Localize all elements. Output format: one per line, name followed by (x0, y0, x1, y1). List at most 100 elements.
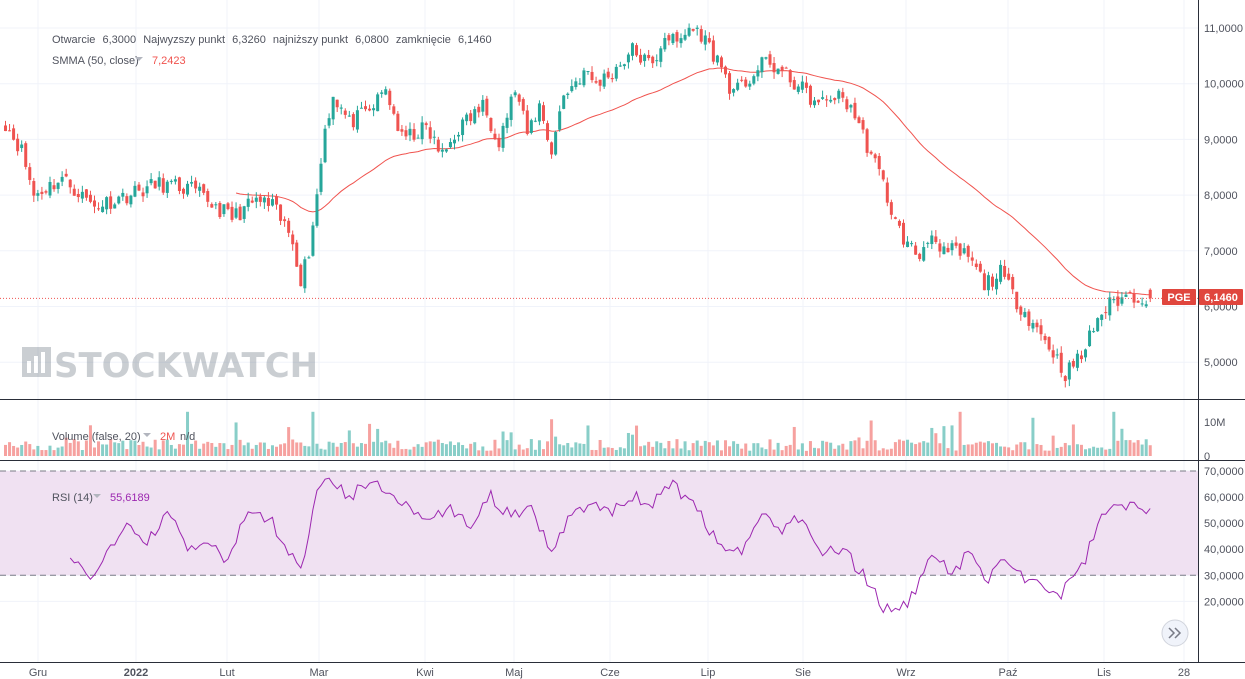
candle (97, 208, 101, 210)
volume-bar (602, 447, 606, 456)
volume-bar (295, 442, 299, 456)
candle (469, 113, 473, 122)
candle (214, 204, 218, 206)
volume-bar (412, 446, 416, 456)
volume-bar (497, 448, 501, 456)
volume-bar (218, 443, 222, 456)
candle (663, 37, 667, 50)
candle (578, 83, 582, 85)
candle (1031, 323, 1035, 329)
candle (901, 222, 905, 245)
volume-bar (1059, 446, 1063, 456)
candle (703, 35, 707, 45)
volume-bar (918, 442, 922, 456)
volume-bar (728, 446, 732, 456)
volume-bar (1035, 444, 1039, 456)
volume-bar (12, 445, 16, 456)
candle (606, 71, 610, 78)
volume-bar (64, 437, 68, 456)
volume-bar (1144, 439, 1148, 456)
volume-bar (109, 439, 113, 456)
candle (416, 137, 420, 139)
volume-bar (655, 441, 659, 456)
volume-bar (974, 442, 978, 456)
volume-bar (436, 439, 440, 456)
volume-bar (578, 443, 582, 456)
smma-legend[interactable]: SMMA (50, close) 7,2423 (52, 55, 186, 67)
candle (982, 273, 986, 291)
volume-bar (359, 443, 363, 456)
volume-bar (88, 425, 92, 456)
volume-bar (137, 445, 141, 456)
volume-bar (699, 445, 703, 456)
candle (1120, 297, 1124, 304)
volume-tick-label: 10M (1204, 417, 1225, 429)
axes (0, 0, 1245, 663)
volume-bar (161, 440, 165, 456)
price-tick-label: 7,0000 (1204, 246, 1238, 258)
candle (275, 196, 279, 205)
candle (400, 129, 404, 132)
volume-bar (36, 445, 40, 456)
volume-bar (756, 443, 760, 456)
chevron-down-icon[interactable] (143, 433, 151, 437)
volume-bar (408, 449, 412, 456)
chevron-down-icon[interactable] (135, 57, 143, 61)
candle (84, 189, 88, 198)
last-price-badge-text: 6,1460 (1204, 292, 1238, 304)
volume-bar (222, 443, 226, 456)
volume-bar (926, 442, 930, 456)
candle (546, 123, 550, 140)
volume-bar (258, 442, 262, 456)
legend-high-value: 6,3260 (232, 34, 266, 46)
candle (493, 133, 497, 140)
candle (169, 180, 173, 182)
candle (558, 111, 562, 130)
candle (566, 93, 570, 96)
volume-bar (995, 442, 999, 456)
candle (177, 177, 181, 192)
candle (186, 183, 190, 195)
volume-bar (323, 449, 327, 456)
volume-bar (40, 450, 44, 456)
watermark-logo-bar (34, 356, 38, 373)
candle (283, 219, 287, 222)
volume-bar (934, 433, 938, 456)
volume-bar (250, 448, 254, 456)
candle (594, 81, 598, 83)
candle (1015, 291, 1019, 310)
volume-bar (254, 444, 258, 456)
volume-bar (416, 444, 420, 456)
scroll-to-realtime-button[interactable] (1161, 619, 1189, 647)
candle (881, 170, 885, 180)
time-tick-label: Lip (701, 667, 716, 679)
volume-bar (214, 446, 218, 456)
candle (28, 167, 32, 180)
candle (396, 113, 400, 131)
volume-bar (1108, 448, 1112, 456)
volume-bar (1019, 442, 1023, 456)
stockwatch-watermark: STOCKWATCH (22, 346, 318, 386)
volume-bar (44, 450, 48, 456)
volume-axis-labels: 10M 0 (1204, 417, 1225, 463)
candle (299, 264, 303, 287)
candle (946, 247, 950, 253)
volume-bar (372, 441, 376, 456)
chevron-down-icon[interactable] (93, 494, 101, 498)
volume-bar (485, 450, 489, 456)
candle (1124, 294, 1128, 297)
candle (1128, 292, 1132, 294)
candle (630, 43, 634, 56)
volume-bar (893, 442, 897, 456)
volume-bar (230, 444, 234, 456)
candle (1112, 299, 1116, 301)
volume-bar (667, 440, 671, 456)
rsi-legend[interactable]: RSI (14) 55,6189 (52, 492, 150, 504)
candle (477, 106, 481, 113)
volume-bar (566, 443, 570, 456)
volume-bar (432, 441, 436, 456)
double-chevron-right-icon[interactable] (1168, 627, 1182, 639)
candle (331, 96, 335, 120)
volume-legend[interactable]: Volume (false, 20) 2M n/d (52, 431, 195, 443)
volume-bar (837, 445, 841, 456)
